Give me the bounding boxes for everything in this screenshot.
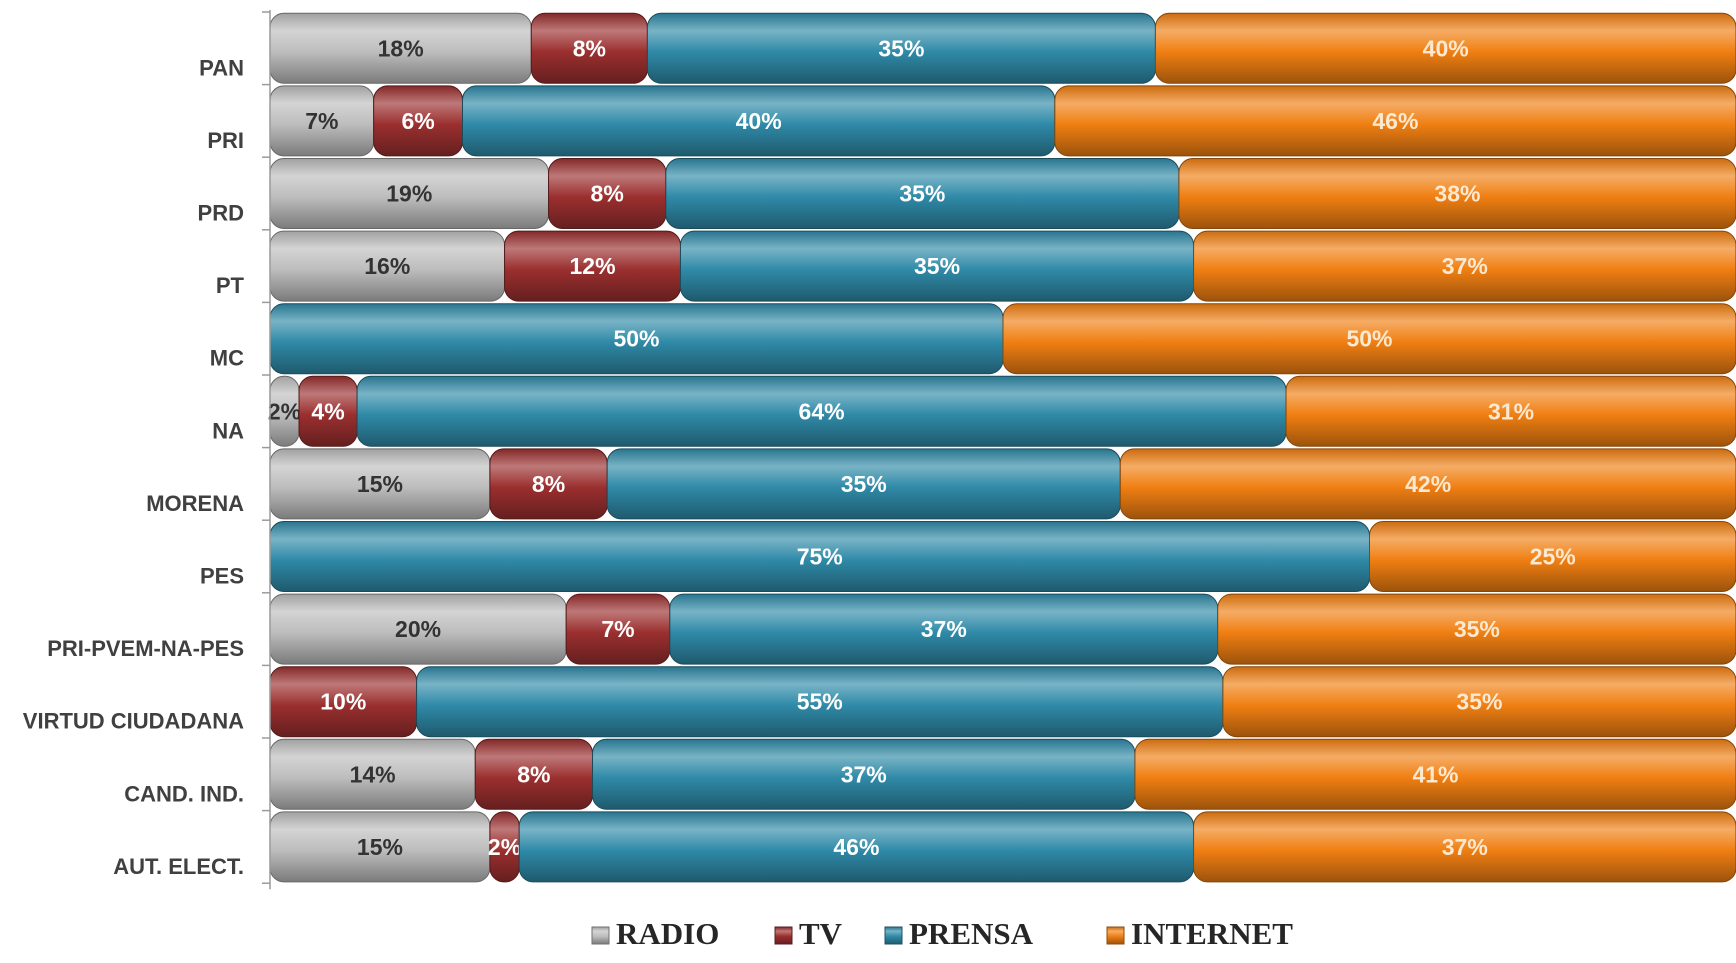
data-label-prensa-pri-pvem-na-pes: 37% — [921, 616, 967, 642]
category-label-pri-pvem-na-pes: PRI-PVEM-NA-PES — [47, 636, 244, 661]
data-label-prensa-pt: 35% — [914, 253, 960, 279]
data-label-prensa-pri: 40% — [736, 108, 782, 134]
category-label-mc: MC — [210, 346, 244, 371]
category-label-na: NA — [212, 418, 244, 443]
data-label-internet-prd: 38% — [1434, 181, 1480, 207]
data-label-tv-morena: 8% — [532, 471, 565, 497]
category-label-pri: PRI — [207, 128, 244, 153]
data-label-prensa-na: 64% — [799, 398, 845, 424]
bar-row-prd: 19% 8% 35% 38% — [270, 159, 1736, 229]
data-label-prensa-mc: 50% — [613, 326, 659, 352]
data-label-internet-pes: 25% — [1530, 544, 1576, 570]
legend-label-tv: TV — [799, 916, 843, 951]
legend-swatch-prensa — [885, 927, 902, 944]
data-label-prensa-pan: 35% — [878, 35, 924, 61]
legend-swatch-tv — [775, 927, 792, 944]
data-label-tv-prd: 8% — [591, 181, 624, 207]
category-label-pes: PES — [200, 564, 244, 589]
category-label-morena: MORENA — [146, 491, 244, 516]
legend-item-radio: RADIO — [592, 916, 719, 951]
category-label-cand-ind: CAND. IND. — [124, 781, 244, 806]
legend-label-radio: RADIO — [616, 916, 719, 951]
data-label-radio-aut-elect: 15% — [357, 834, 403, 860]
legend: RADIO TV PRENSA INTERNET — [592, 916, 1293, 951]
data-label-radio-pt: 16% — [364, 253, 410, 279]
legend-item-internet: INTERNET — [1107, 916, 1293, 951]
data-label-tv-pt: 12% — [569, 253, 615, 279]
data-label-internet-mc: 50% — [1346, 326, 1392, 352]
data-label-tv-pri-pvem-na-pes: 7% — [601, 616, 634, 642]
legend-label-internet: INTERNET — [1131, 916, 1293, 951]
data-label-radio-na: 2% — [268, 398, 301, 424]
data-label-tv-pan: 8% — [573, 35, 606, 61]
data-label-internet-pt: 37% — [1442, 253, 1488, 279]
data-label-internet-pri-pvem-na-pes: 35% — [1454, 616, 1500, 642]
data-label-radio-pri-pvem-na-pes: 20% — [395, 616, 441, 642]
data-label-tv-virtud-ciudadana: 10% — [320, 689, 366, 715]
data-label-radio-pan: 18% — [378, 35, 424, 61]
bar-row-na: 2% 4% 64% 31% — [268, 376, 1736, 446]
axis-layer: PAN PRI PRD PT MC NA MORENA PES PRI-PVEM-NA-PES V… — [23, 10, 270, 889]
bar-row-pt: 16% 12% 35% 37% — [270, 231, 1736, 301]
bar-row-aut-elect: 15% 2% 46% 37% — [270, 812, 1736, 882]
bar-row-pri: 7% 6% 40% 46% — [270, 86, 1736, 156]
legend-label-prensa: PRENSA — [909, 916, 1034, 951]
bar-row-pes: 75% 25% — [270, 522, 1736, 592]
category-label-aut-elect: AUT. ELECT. — [113, 854, 244, 879]
data-label-prensa-aut-elect: 46% — [833, 834, 879, 860]
bar-row-virtud-ciudadana: 10% 55% 35% — [270, 667, 1736, 737]
legend-swatch-radio — [592, 927, 609, 944]
category-label-pt: PT — [216, 273, 245, 298]
category-label-pan: PAN — [199, 55, 244, 80]
data-label-tv-aut-elect: 2% — [488, 834, 521, 860]
data-label-internet-virtud-ciudadana: 35% — [1456, 689, 1502, 715]
bar-row-pri-pvem-na-pes: 20% 7% 37% 35% — [270, 594, 1736, 664]
data-label-tv-pri: 6% — [401, 108, 434, 134]
data-label-internet-aut-elect: 37% — [1442, 834, 1488, 860]
data-label-internet-morena: 42% — [1405, 471, 1451, 497]
data-label-prensa-pes: 75% — [797, 544, 843, 570]
bar-row-pan: 18% 8% 35% 40% — [270, 13, 1736, 83]
data-label-radio-morena: 15% — [357, 471, 403, 497]
data-label-radio-cand-ind: 14% — [350, 761, 396, 787]
category-label-prd: PRD — [198, 201, 244, 226]
data-label-radio-pri: 7% — [305, 108, 338, 134]
bar-row-mc: 50% 50% — [270, 304, 1736, 374]
bar-row-cand-ind: 14% 8% 37% 41% — [270, 739, 1736, 809]
data-label-prensa-morena: 35% — [841, 471, 887, 497]
legend-item-prensa: PRENSA — [885, 916, 1034, 951]
category-label-virtud-ciudadana: VIRTUD CIUDADANA — [23, 709, 244, 734]
data-label-internet-pan: 40% — [1423, 35, 1469, 61]
data-label-internet-na: 31% — [1488, 398, 1534, 424]
data-label-internet-pri: 46% — [1372, 108, 1418, 134]
data-label-tv-cand-ind: 8% — [517, 761, 550, 787]
data-label-prensa-virtud-ciudadana: 55% — [797, 689, 843, 715]
bar-row-morena: 15% 8% 35% 42% — [270, 449, 1736, 519]
bars-layer: 18% 8% 35% 40% 7% 6% 40% 46% 19% 8% 35% 38% 16% 12% 35… — [268, 13, 1736, 882]
data-label-prensa-cand-ind: 37% — [841, 761, 887, 787]
data-label-internet-cand-ind: 41% — [1412, 761, 1458, 787]
data-label-radio-prd: 19% — [386, 181, 432, 207]
data-label-tv-na: 4% — [311, 398, 344, 424]
data-label-prensa-prd: 35% — [899, 181, 945, 207]
legend-item-tv: TV — [775, 916, 843, 951]
legend-swatch-internet — [1107, 927, 1124, 944]
